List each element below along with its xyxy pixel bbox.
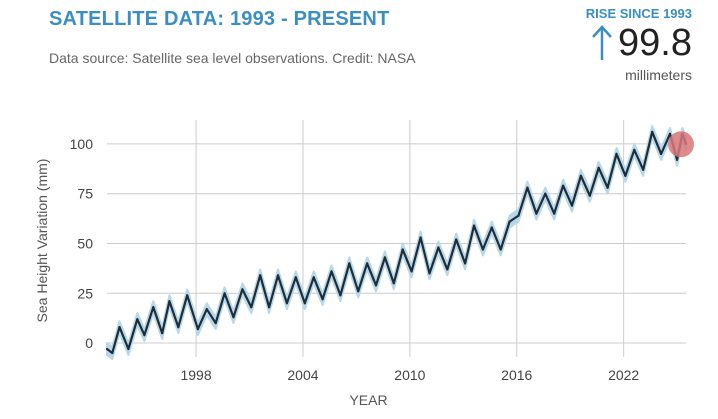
y-tick-label: 50 bbox=[77, 235, 93, 251]
rise-value: 99.8 bbox=[618, 22, 692, 64]
data-point bbox=[232, 316, 235, 319]
data-point bbox=[118, 326, 121, 329]
up-arrow-icon bbox=[592, 25, 612, 60]
data-point bbox=[205, 308, 208, 311]
data-point bbox=[624, 174, 627, 177]
data-point bbox=[615, 152, 618, 155]
data-point bbox=[455, 238, 458, 241]
x-tick-label: 2010 bbox=[394, 367, 425, 383]
latest-value-marker bbox=[668, 131, 694, 158]
data-point bbox=[597, 166, 600, 169]
data-point bbox=[392, 282, 395, 285]
data-point bbox=[161, 332, 164, 335]
data-point bbox=[186, 294, 189, 297]
x-tick-label: 2022 bbox=[608, 367, 639, 383]
data-point bbox=[152, 306, 155, 309]
data-point bbox=[517, 214, 520, 217]
data-point bbox=[259, 274, 262, 277]
data-point bbox=[526, 186, 529, 189]
data-point bbox=[127, 347, 130, 351]
data-point bbox=[410, 270, 413, 273]
data-point bbox=[419, 236, 422, 239]
sea-level-line bbox=[106, 130, 688, 355]
data-source-note: Data source: Satellite sea level observa… bbox=[49, 50, 416, 66]
data-point bbox=[490, 226, 493, 229]
data-point bbox=[499, 248, 502, 251]
data-point bbox=[651, 130, 654, 133]
y-tick-label: 25 bbox=[77, 285, 93, 301]
data-point bbox=[357, 290, 360, 293]
data-point bbox=[668, 132, 672, 135]
data-point bbox=[276, 274, 280, 277]
data-point bbox=[606, 186, 609, 189]
data-point bbox=[428, 272, 431, 275]
data-point bbox=[294, 276, 297, 279]
x-tick-label: 2016 bbox=[501, 367, 532, 383]
data-point bbox=[633, 148, 636, 151]
data-point bbox=[214, 322, 217, 325]
data-point bbox=[250, 306, 253, 309]
x-tick-label: 2004 bbox=[287, 367, 318, 383]
data-point bbox=[446, 268, 449, 271]
data-point bbox=[383, 256, 386, 259]
data-point bbox=[339, 294, 342, 297]
data-point bbox=[676, 158, 679, 161]
data-point bbox=[143, 334, 146, 337]
rise-unit: millimeters bbox=[625, 67, 692, 83]
data-point bbox=[196, 328, 199, 331]
data-point bbox=[553, 212, 556, 215]
chart-title: SATELLITE DATA: 1993 - PRESENT bbox=[49, 8, 390, 30]
data-point bbox=[437, 246, 440, 249]
data-point bbox=[562, 184, 565, 187]
data-point bbox=[508, 220, 511, 223]
data-point bbox=[366, 262, 369, 265]
data-point bbox=[374, 284, 378, 287]
rise-summary: RISE SINCE 1993 99.8 millimeters bbox=[586, 6, 692, 83]
data-point bbox=[348, 262, 351, 265]
data-point bbox=[660, 152, 663, 155]
data-point bbox=[241, 288, 244, 291]
rise-label: RISE SINCE 1993 bbox=[585, 6, 692, 21]
y-tick-label: 75 bbox=[77, 186, 93, 202]
data-point bbox=[588, 194, 591, 197]
data-point bbox=[464, 262, 467, 265]
rise-value-row: 99.8 bbox=[586, 23, 692, 63]
data-point bbox=[481, 248, 484, 251]
data-point bbox=[544, 192, 547, 195]
data-point bbox=[330, 270, 333, 273]
data-point bbox=[111, 351, 114, 355]
uncertainty-band bbox=[106, 125, 687, 360]
data-point bbox=[136, 318, 139, 321]
y-axis-title: Sea Height Variation (mm) bbox=[34, 159, 50, 323]
data-point bbox=[168, 300, 171, 303]
data-point bbox=[268, 306, 271, 309]
data-point bbox=[285, 302, 288, 305]
data-point bbox=[177, 326, 180, 329]
y-tick-label: 0 bbox=[85, 335, 93, 351]
data-point bbox=[401, 248, 404, 251]
data-point bbox=[472, 224, 476, 227]
data-point bbox=[570, 204, 574, 207]
data-point bbox=[223, 292, 226, 295]
data-point bbox=[642, 168, 645, 171]
data-point bbox=[535, 212, 538, 215]
data-point bbox=[105, 347, 109, 351]
data-point bbox=[303, 302, 306, 305]
y-tick-label: 100 bbox=[70, 136, 94, 152]
x-axis-title: YEAR bbox=[349, 392, 387, 408]
data-point bbox=[312, 276, 315, 279]
x-tick-label: 1998 bbox=[180, 367, 211, 383]
data-point bbox=[321, 298, 324, 301]
data-point bbox=[579, 174, 583, 177]
